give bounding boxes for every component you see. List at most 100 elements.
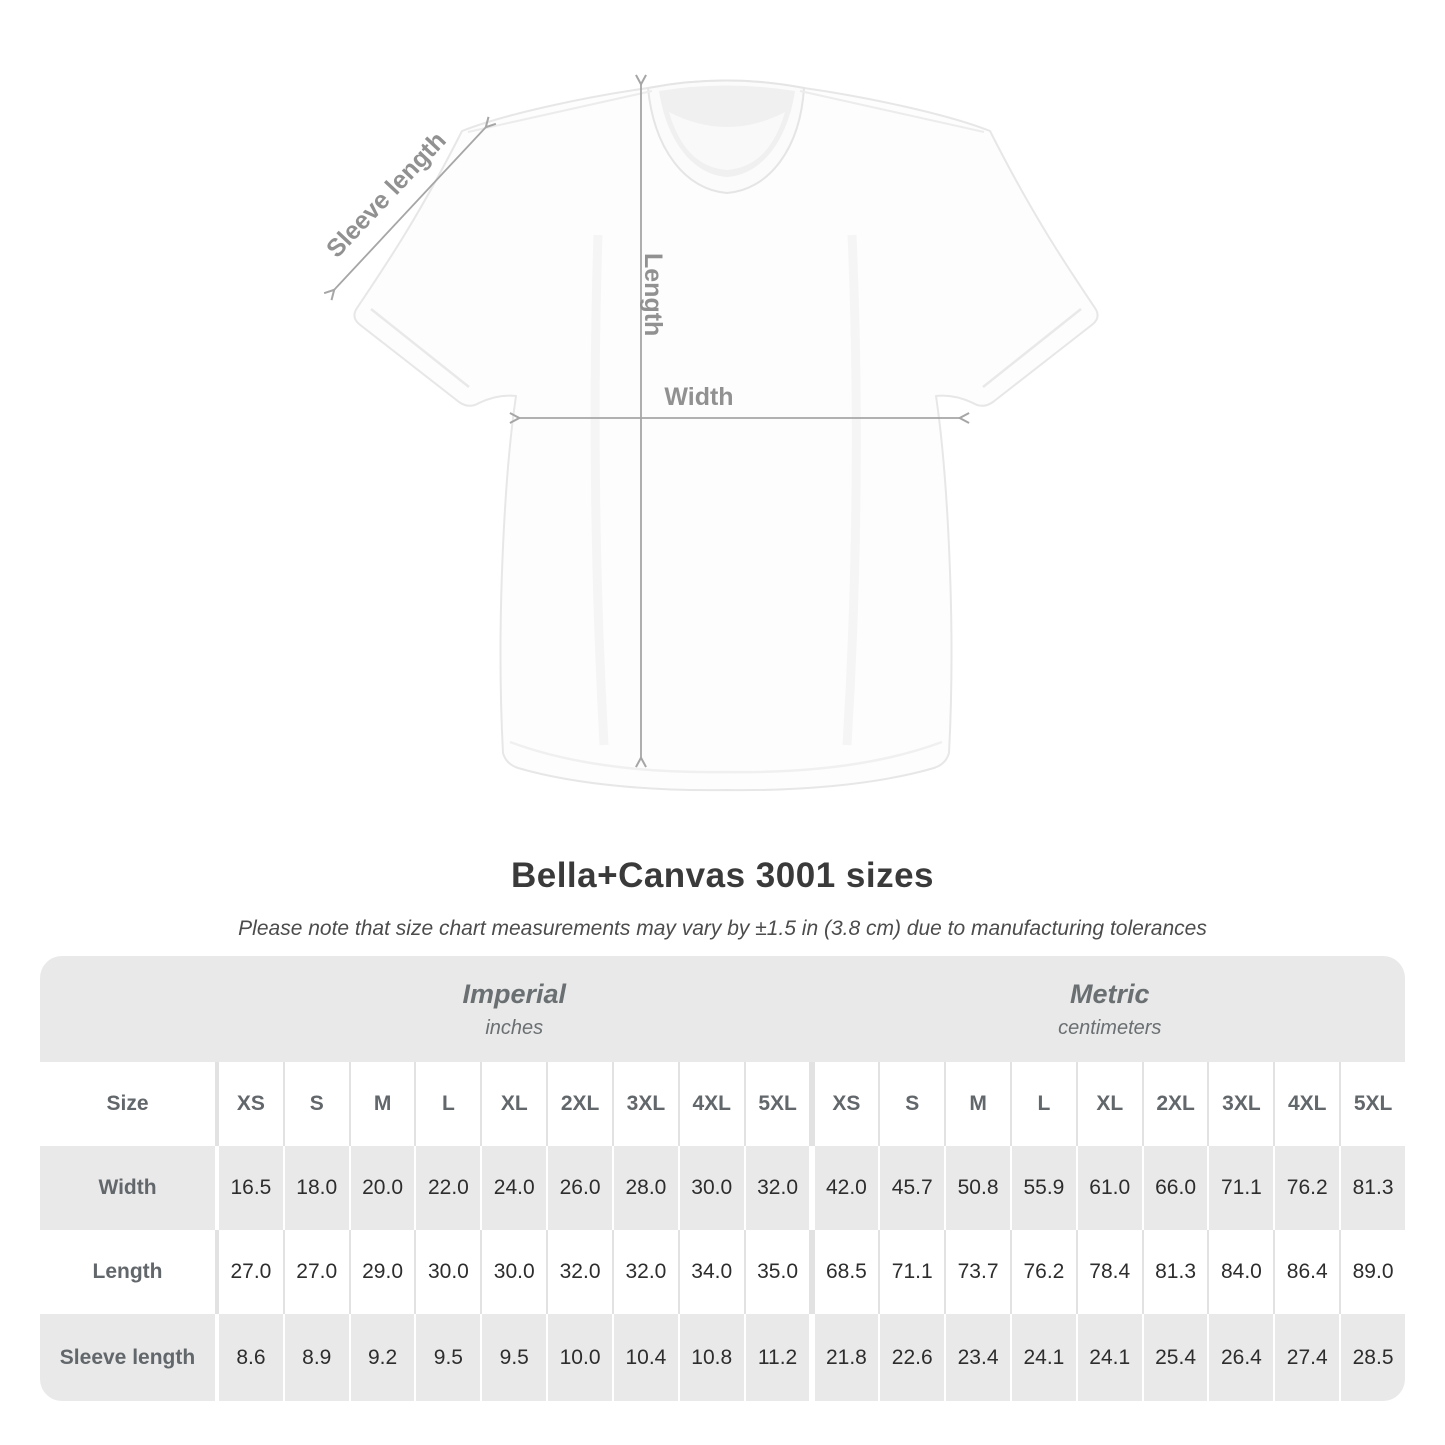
length-value-cell: 71.1 — [880, 1230, 945, 1314]
sleeve-value-cell: 11.2 — [745, 1314, 810, 1401]
sleeve-value-cell: 22.6 — [880, 1314, 945, 1401]
sleeve-value-cell: 28.5 — [1341, 1314, 1405, 1401]
length-value-cell: 32.0 — [613, 1230, 678, 1314]
width-value-cell: 32.0 — [745, 1146, 810, 1230]
size-column-header: 3XL — [1209, 1062, 1274, 1146]
metric-unit: centimeters — [1058, 1016, 1162, 1039]
size-column-header: 4XL — [1275, 1062, 1340, 1146]
width-value-cell: 66.0 — [1143, 1146, 1208, 1230]
size-header-row: Size XS S M L XL 2XL 3XL 4XL 5XL XS S M L XL 2XL 3XL 4X… — [40, 1062, 1405, 1146]
page-title: Bella+Canvas 3001 sizes — [510, 856, 935, 895]
table-row-sleeve-length: Sleeve length 8.6 8.9 9.2 9.5 9.5 10.0 10.4 10.… — [40, 1314, 1405, 1401]
sleeve-value-cell: 10.8 — [679, 1314, 744, 1401]
imperial-header: Imperial inches — [219, 956, 810, 1062]
length-value-cell: 29.0 — [350, 1230, 415, 1314]
sleeve-value-cell: 24.1 — [1011, 1314, 1076, 1401]
sleeve-value-cell: 26.4 — [1209, 1314, 1274, 1401]
width-value-cell: 18.0 — [284, 1146, 349, 1230]
size-column-header: L — [416, 1062, 481, 1146]
length-value-cell: 30.0 — [482, 1230, 547, 1314]
sleeve-value-cell: 9.5 — [416, 1314, 481, 1401]
sleeve-value-cell: 10.4 — [613, 1314, 678, 1401]
size-column-header: 2XL — [1143, 1062, 1208, 1146]
width-value-cell: 71.1 — [1209, 1146, 1274, 1230]
size-column-header: S — [880, 1062, 945, 1146]
size-column-header: 5XL — [1341, 1062, 1405, 1146]
length-value-cell: 32.0 — [548, 1230, 612, 1314]
imperial-unit: inches — [485, 1016, 544, 1039]
sleeve-value-cell: 10.0 — [548, 1314, 612, 1401]
width-value-cell: 55.9 — [1011, 1146, 1076, 1230]
length-value-cell: 35.0 — [745, 1230, 810, 1314]
width-value-cell: 45.7 — [880, 1146, 945, 1230]
length-value-cell: 30.0 — [416, 1230, 481, 1314]
length-value-cell: 68.5 — [814, 1230, 879, 1314]
row-label-width: Width — [40, 1146, 215, 1230]
length-arrow-label: Length — [639, 253, 667, 336]
length-value-cell: 89.0 — [1341, 1230, 1405, 1314]
size-column-header: L — [1011, 1062, 1076, 1146]
length-imperial-values: 27.0 27.0 29.0 30.0 30.0 32.0 32.0 34.0 35.0 — [219, 1230, 810, 1314]
size-column-header: XL — [482, 1062, 547, 1146]
size-column-header: S — [284, 1062, 349, 1146]
width-value-cell: 26.0 — [548, 1146, 612, 1230]
size-column-header: XL — [1077, 1062, 1142, 1146]
tshirt-diagram: Width Length Sleeve length — [321, 0, 1099, 792]
size-table: Imperial inches Metric centimeters Size … — [40, 956, 1405, 1401]
width-value-cell: 24.0 — [482, 1146, 547, 1230]
length-value-cell: 34.0 — [679, 1230, 744, 1314]
length-value-cell: 84.0 — [1209, 1230, 1274, 1314]
width-value-cell: 76.2 — [1275, 1146, 1340, 1230]
length-value-cell: 86.4 — [1275, 1230, 1340, 1314]
table-row-length: Length 27.0 27.0 29.0 30.0 30.0 32.0 32.0 34.0 3… — [40, 1230, 1405, 1314]
band-spacer — [40, 956, 219, 1062]
sleeve-value-cell: 24.1 — [1077, 1314, 1142, 1401]
length-value-cell: 78.4 — [1077, 1230, 1142, 1314]
length-value-cell: 76.2 — [1011, 1230, 1076, 1314]
sleeve-value-cell: 27.4 — [1275, 1314, 1340, 1401]
width-value-cell: 16.5 — [219, 1146, 283, 1230]
metric-size-headers: XS S M L XL 2XL 3XL 4XL 5XL — [814, 1062, 1406, 1146]
size-column-header: XS — [814, 1062, 879, 1146]
length-value-cell: 81.3 — [1143, 1230, 1208, 1314]
length-value-cell: 27.0 — [284, 1230, 349, 1314]
size-column-header: 5XL — [745, 1062, 810, 1146]
length-value-cell: 73.7 — [946, 1230, 1010, 1314]
sleeve-value-cell: 9.5 — [482, 1314, 547, 1401]
width-arrow-label: Width — [664, 383, 733, 411]
sleeve-metric-values: 21.8 22.6 23.4 24.1 24.1 25.4 26.4 27.4 28.5 — [814, 1314, 1406, 1401]
size-corner-header: Size — [40, 1062, 215, 1146]
metric-header: Metric centimeters — [815, 956, 1406, 1062]
sleeve-value-cell: 25.4 — [1143, 1314, 1208, 1401]
width-metric-values: 42.0 45.7 50.8 55.9 61.0 66.0 71.1 76.2 81.3 — [814, 1146, 1406, 1230]
unit-header-band: Imperial inches Metric centimeters — [40, 956, 1405, 1062]
sleeve-length-arrow — [334, 127, 486, 290]
size-column-header: M — [946, 1062, 1010, 1146]
width-value-cell: 30.0 — [679, 1146, 744, 1230]
size-column-header: XS — [219, 1062, 283, 1146]
table-row-width: Width 16.5 18.0 20.0 22.0 24.0 26.0 28.0 30.0 32… — [40, 1146, 1405, 1230]
width-value-cell: 20.0 — [350, 1146, 415, 1230]
imperial-size-headers: XS S M L XL 2XL 3XL 4XL 5XL — [219, 1062, 810, 1146]
width-imperial-values: 16.5 18.0 20.0 22.0 24.0 26.0 28.0 30.0 32.0 — [219, 1146, 810, 1230]
sleeve-imperial-values: 8.6 8.9 9.2 9.5 9.5 10.0 10.4 10.8 11.2 — [219, 1314, 810, 1401]
length-metric-values: 68.5 71.1 73.7 76.2 78.4 81.3 84.0 86.4 89.0 — [814, 1230, 1406, 1314]
metric-title: Metric — [1069, 978, 1150, 1009]
sleeve-value-cell: 9.2 — [350, 1314, 415, 1401]
size-column-header: 3XL — [613, 1062, 678, 1146]
sleeve-value-cell: 23.4 — [946, 1314, 1010, 1401]
sleeve-value-cell: 8.9 — [284, 1314, 349, 1401]
page-subtitle: Please note that size chart measurements… — [238, 917, 1207, 940]
sleeve-value-cell: 21.8 — [814, 1314, 879, 1401]
width-value-cell: 28.0 — [613, 1146, 678, 1230]
imperial-title: Imperial — [462, 978, 567, 1009]
size-column-header: M — [350, 1062, 415, 1146]
width-value-cell: 42.0 — [814, 1146, 879, 1230]
width-value-cell: 22.0 — [416, 1146, 481, 1230]
length-value-cell: 27.0 — [219, 1230, 283, 1314]
tshirt-illustration — [353, 79, 1099, 792]
width-value-cell: 61.0 — [1077, 1146, 1142, 1230]
sleeve-value-cell: 8.6 — [219, 1314, 283, 1401]
size-column-header: 4XL — [679, 1062, 744, 1146]
width-value-cell: 81.3 — [1341, 1146, 1405, 1230]
